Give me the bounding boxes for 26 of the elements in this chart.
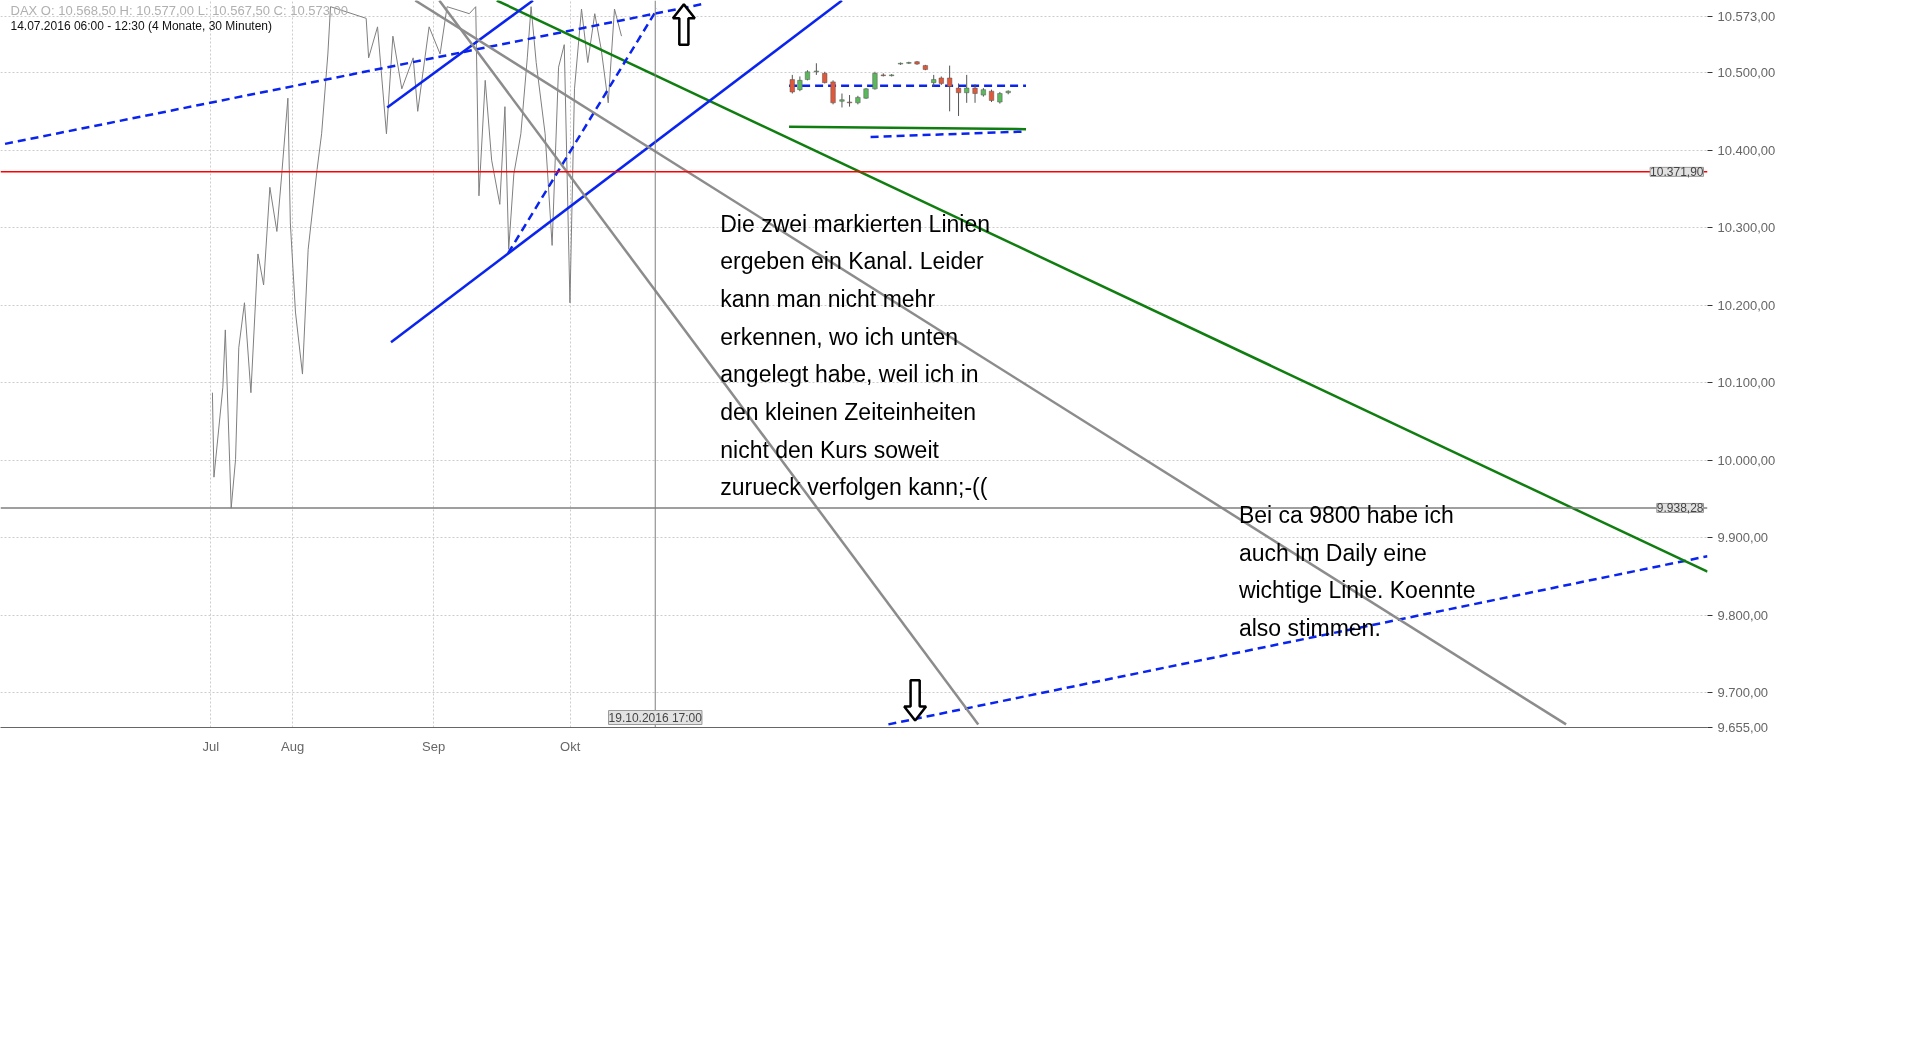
ref-line-label: 19.10.2016 17:00: [608, 710, 703, 725]
candlestick: [947, 65, 953, 112]
y-tick-label: 9.655,00: [1717, 720, 1769, 735]
x-tick-label: Aug: [281, 738, 305, 754]
candlestick: [964, 74, 970, 104]
candlestick: [830, 79, 836, 105]
y-tick-label: 10.200,00: [1717, 297, 1776, 313]
y-tick-label: 10.573,00: [1717, 8, 1776, 24]
x-tick-label: Sep: [422, 738, 446, 754]
candlestick: [972, 83, 978, 104]
candlestick: [956, 82, 962, 117]
y-tick-label: 10.300,00: [1717, 220, 1776, 236]
x-tick-label: Jul: [202, 738, 220, 754]
y-tick-label: 10.500,00: [1717, 65, 1776, 81]
x-tick-label: Okt: [560, 738, 581, 754]
y-tick-label: 10.000,00: [1717, 452, 1776, 468]
y-tick-label: 10.100,00: [1717, 375, 1776, 391]
text: 14.07.2016 06:00 - 12:30 (4 Monate, 30 Minuten): [10, 18, 273, 33]
y-tick-label: 9.800,00: [1717, 607, 1769, 623]
ref-line-label: 10.371,90: [1650, 165, 1704, 180]
candlestick: [839, 93, 845, 108]
candlestick: [789, 74, 795, 95]
ref-line-label: 9.938,28: [1656, 501, 1704, 516]
y-tick-label: 10.400,00: [1717, 142, 1776, 158]
y-tick-label: 9.700,00: [1717, 685, 1769, 701]
y-tick-label: 9.900,00: [1717, 530, 1769, 546]
